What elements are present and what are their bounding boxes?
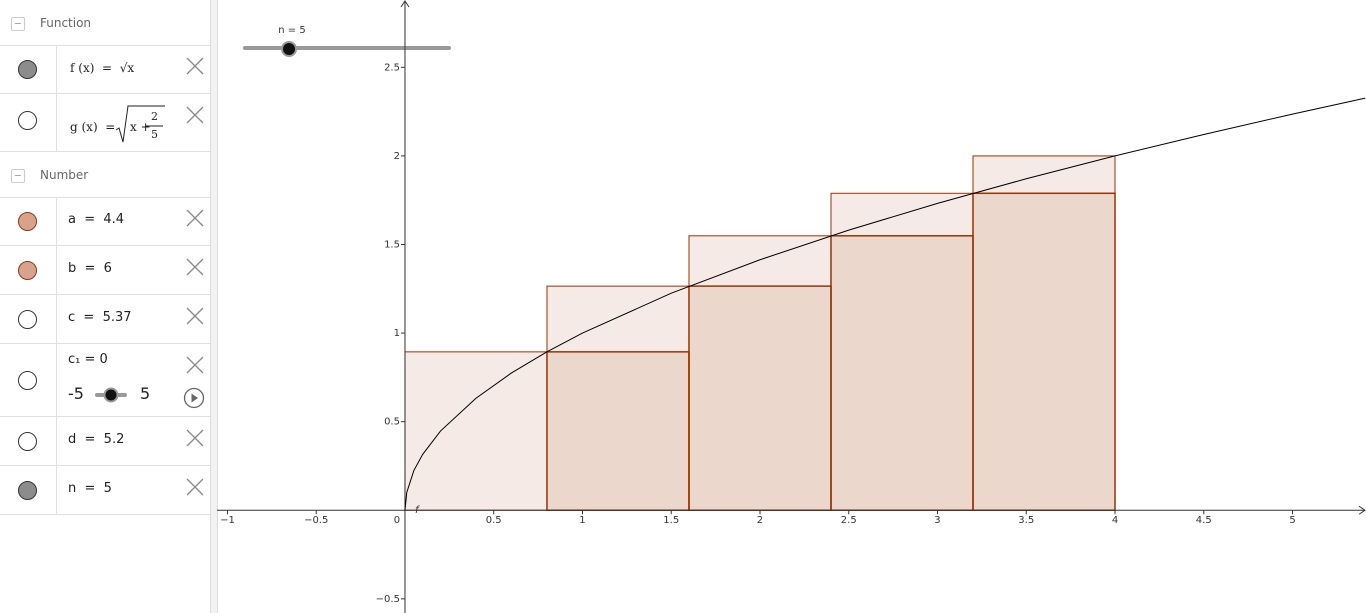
lower-sum-bar (546, 351, 690, 511)
delete-button[interactable] (186, 429, 204, 447)
visibility-toggle[interactable] (18, 260, 37, 280)
delete-button[interactable] (186, 209, 204, 227)
splitter[interactable] (211, 0, 218, 613)
visibility-toggle[interactable] (18, 370, 37, 390)
radical-sign (115, 105, 165, 143)
algebra-item[interactable]: n = 5 (0, 466, 210, 515)
icon-cell (0, 295, 57, 343)
y-tick-label: 0.5 (384, 417, 400, 428)
delete-button[interactable] (186, 356, 204, 374)
slider-min: -5 (68, 384, 84, 403)
y-tick-label: 2 (394, 151, 400, 162)
delete-button[interactable] (186, 258, 204, 276)
slider-max: 5 (140, 384, 151, 403)
algebra-item[interactable]: c = 5.37 (0, 295, 210, 344)
lower-sum-bar (688, 285, 832, 511)
section-header[interactable]: Function (0, 0, 210, 46)
function-curve (404, 97, 1366, 511)
algebra-view: Function f (x) = √x g (x) = x + 2 5 Numb… (0, 0, 211, 613)
icon-cell (0, 246, 57, 294)
play-button[interactable] (183, 387, 205, 409)
item-label: c₁ = 0 (68, 352, 108, 367)
function-label: f (415, 505, 420, 516)
x-tick-label: −1 (220, 515, 235, 526)
icon-cell (0, 197, 57, 245)
numerator: 2 (151, 110, 158, 123)
visibility-toggle[interactable] (18, 309, 37, 329)
slider-knob[interactable] (281, 41, 297, 57)
item-label: f (x) = √x (70, 61, 135, 75)
x-axis-arrow (1358, 505, 1366, 515)
upper-sum-bar (546, 285, 690, 511)
x-tick-label: 4 (1112, 515, 1118, 526)
visibility-toggle[interactable] (18, 480, 37, 500)
y-tick-label: 2.5 (384, 62, 400, 73)
delete-button[interactable] (186, 57, 204, 75)
delete-button[interactable] (186, 307, 204, 325)
section-header[interactable]: Number (0, 152, 210, 198)
visibility-toggle[interactable] (18, 111, 37, 130)
y-tick-label: −0.5 (376, 594, 400, 605)
item-label: n = 5 (68, 481, 112, 496)
upper-sum-bar (972, 155, 1116, 511)
algebra-item[interactable]: g (x) = x + 2 5 (0, 94, 210, 152)
radicand: x + (130, 120, 151, 134)
algebra-item[interactable]: d = 5.2 (0, 417, 210, 466)
algebra-item[interactable]: b = 6 (0, 246, 210, 295)
algebra-item[interactable]: a = 4.4 (0, 197, 210, 246)
slider-label: n = 5 (278, 25, 305, 36)
x-tick-label: 0 (394, 515, 400, 526)
section-title: Number (40, 168, 89, 182)
x-tick-label: 0.5 (486, 515, 502, 526)
section-title: Function (40, 16, 92, 30)
x-tick-label: 1.5 (663, 515, 679, 526)
visibility-toggle[interactable] (18, 60, 37, 79)
x-tick-label: 5 (1289, 515, 1295, 526)
lower-sum-bar (830, 235, 974, 511)
upper-sum-bar (830, 192, 974, 511)
visibility-toggle[interactable] (18, 431, 37, 451)
icon-cell (0, 344, 57, 416)
denominator: 5 (151, 128, 158, 141)
item-label: g (x) = (70, 120, 116, 134)
delete-button[interactable] (186, 478, 204, 496)
x-tick-label: −0.5 (304, 515, 328, 526)
icon-cell (0, 466, 57, 514)
item-label: b = 6 (68, 261, 112, 276)
algebra-item[interactable]: c₁ = 0 -5 5 (0, 344, 210, 417)
slider[interactable] (92, 385, 132, 405)
visibility-toggle[interactable] (18, 211, 37, 231)
lower-sum-bar (972, 192, 1116, 511)
upper-sum-bar (404, 351, 548, 511)
item-label: c = 5.37 (68, 310, 132, 325)
y-tick-label: 1.5 (384, 239, 400, 250)
x-tick-label: 2 (757, 515, 763, 526)
x-tick-label: 4.5 (1196, 515, 1212, 526)
graphics-view: n = 5 −1 −0.5 0 0.5 1 1.5 2 2.5 3 3.5 4 4.5 5 −0.5 0.5… (217, 0, 1366, 613)
algebra-item[interactable]: f (x) = √x (0, 45, 210, 94)
y-tick-label: 1 (394, 328, 400, 339)
delete-button[interactable] (186, 106, 204, 124)
item-label: a = 4.4 (68, 212, 125, 227)
x-tick-label: 1 (579, 515, 585, 526)
x-tick-label: 3.5 (1018, 515, 1034, 526)
y-axis-arrow (400, 0, 410, 8)
x-tick-label: 2.5 (841, 515, 857, 526)
x-tick-label: 3 (934, 515, 940, 526)
item-label: d = 5.2 (68, 432, 125, 447)
slider-knob (103, 387, 119, 403)
icon-cell (0, 417, 57, 465)
